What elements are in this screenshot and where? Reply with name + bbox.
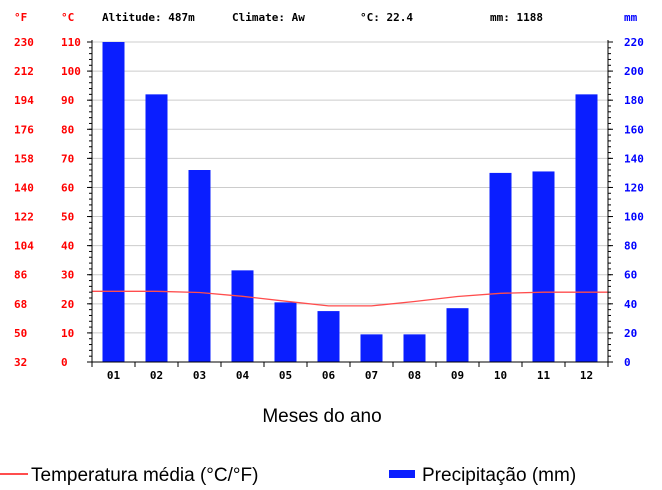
legend-temperature-label: Temperatura média (°C/°F) <box>31 465 258 486</box>
climate-label: Climate: Aw <box>232 11 305 24</box>
axis-labels: 0 32 10 50 20 68 30 86 40 104 50 122 60 140 70 158 80 176… <box>14 36 644 382</box>
legend-precipitation-label: Precipitação (mm) <box>422 465 576 486</box>
precipitation-bar <box>360 334 383 362</box>
month-tick-label: 07 <box>365 369 378 382</box>
precipitation-bar <box>403 334 426 362</box>
mm-tick-label: 140 <box>624 152 644 165</box>
x-axis-title: Meses do ano <box>262 406 381 427</box>
grid-lines <box>92 41 608 334</box>
celsius-tick-label: 20 <box>61 298 74 311</box>
celsius-tick-label: 110 <box>61 36 81 49</box>
celsius-tick-label: 100 <box>61 65 81 78</box>
precipitation-bar <box>489 172 512 362</box>
fahrenheit-tick-label: 140 <box>14 181 34 194</box>
fahrenheit-tick-label: 50 <box>14 327 27 340</box>
legend: Temperatura média (°C/°F) Precipitação (… <box>0 465 576 486</box>
month-tick-label: 12 <box>580 369 593 382</box>
mm-tick-label: 160 <box>624 123 644 136</box>
fahrenheit-tick-label: 230 <box>14 36 34 49</box>
mm-tick-label: 180 <box>624 94 644 107</box>
month-tick-label: 09 <box>451 369 464 382</box>
fahrenheit-tick-label: 194 <box>14 94 34 107</box>
precipitation-bar <box>274 302 297 362</box>
month-tick-label: 02 <box>150 369 163 382</box>
temperature-average-label: °C: 22.4 <box>360 11 413 24</box>
mm-tick-label: 20 <box>624 327 637 340</box>
fahrenheit-tick-label: 122 <box>14 211 34 224</box>
precipitation-bars <box>102 42 598 362</box>
fahrenheit-tick-label: 104 <box>14 240 34 253</box>
month-tick-label: 08 <box>408 369 421 382</box>
axes <box>87 40 613 367</box>
mm-tick-label: 220 <box>624 36 644 49</box>
fahrenheit-tick-label: 32 <box>14 356 27 369</box>
precipitation-bar <box>317 311 340 362</box>
mm-tick-label: 200 <box>624 65 644 78</box>
fahrenheit-unit-label: °F <box>14 11 27 24</box>
fahrenheit-tick-label: 68 <box>14 298 27 311</box>
mm-tick-label: 120 <box>624 181 644 194</box>
fahrenheit-tick-label: 212 <box>14 65 34 78</box>
mm-tick-label: 0 <box>624 356 631 369</box>
precipitation-total-label: mm: 1188 <box>490 11 543 24</box>
precipitation-bar <box>145 94 168 362</box>
mm-tick-label: 60 <box>624 269 637 282</box>
legend-precipitation-swatch <box>389 470 415 478</box>
month-tick-label: 10 <box>494 369 507 382</box>
celsius-tick-label: 30 <box>61 269 74 282</box>
fahrenheit-tick-label: 176 <box>14 123 34 136</box>
month-tick-label: 03 <box>193 369 206 382</box>
precipitation-bar <box>532 171 555 362</box>
precipitation-bar <box>575 94 598 362</box>
month-tick-label: 05 <box>279 369 292 382</box>
mm-tick-label: 100 <box>624 211 644 224</box>
celsius-tick-label: 10 <box>61 327 74 340</box>
mm-unit-label: mm <box>624 11 638 24</box>
precipitation-bar <box>446 308 469 362</box>
celsius-tick-label: 50 <box>61 211 74 224</box>
month-tick-label: 01 <box>107 369 121 382</box>
month-tick-label: 06 <box>322 369 336 382</box>
celsius-tick-label: 90 <box>61 94 74 107</box>
fahrenheit-tick-label: 158 <box>14 152 34 165</box>
mm-tick-label: 40 <box>624 298 637 311</box>
temperature-line <box>92 290 608 307</box>
temperature-series-line <box>92 290 608 307</box>
altitude-label: Altitude: 487m <box>102 11 195 24</box>
month-tick-label: 11 <box>537 369 551 382</box>
celsius-tick-label: 40 <box>61 240 74 253</box>
celsius-tick-label: 0 <box>61 356 68 369</box>
celsius-unit-label: °C <box>61 11 74 24</box>
celsius-tick-label: 60 <box>61 181 74 194</box>
celsius-tick-label: 70 <box>61 152 74 165</box>
celsius-tick-label: 80 <box>61 123 74 136</box>
month-tick-label: 04 <box>236 369 250 382</box>
precipitation-bar <box>231 270 254 362</box>
fahrenheit-tick-label: 86 <box>14 269 28 282</box>
mm-tick-label: 80 <box>624 240 637 253</box>
precipitation-bar <box>188 170 211 362</box>
precipitation-bar <box>102 42 125 362</box>
